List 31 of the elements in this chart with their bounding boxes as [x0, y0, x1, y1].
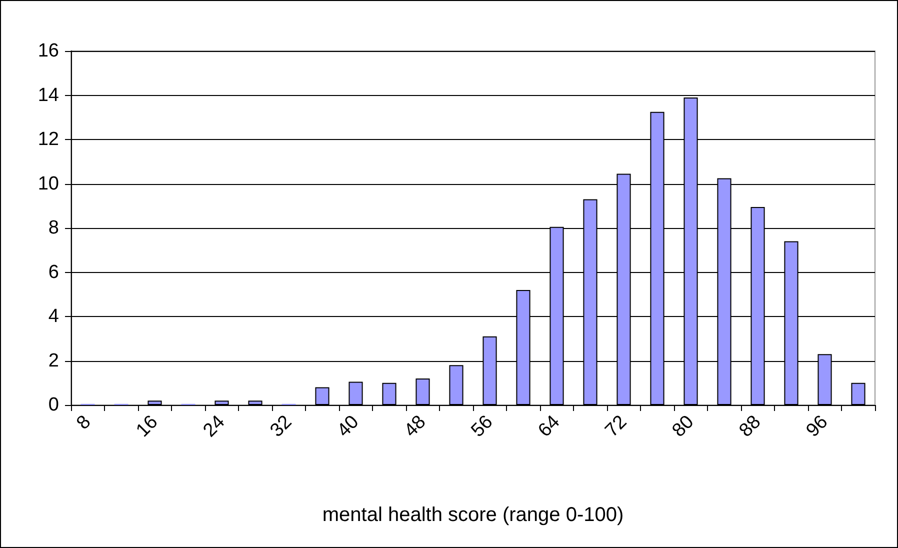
y-tick-label: 14 [38, 84, 60, 106]
x-axis-title: mental health score (range 0-100) [322, 504, 624, 526]
y-tick-label: 2 [48, 350, 59, 372]
x-tick-label: 64 [534, 412, 564, 442]
x-tick-label: 56 [467, 412, 498, 442]
bar [449, 365, 464, 405]
bar [382, 382, 396, 405]
bar [416, 378, 430, 405]
y-tick-label: 16 [38, 40, 59, 62]
y-tick-label: 4 [48, 306, 60, 327]
x-tick-label: 32 [266, 412, 296, 442]
bar [148, 400, 162, 405]
x-tick-label: 40 [333, 412, 364, 442]
y-tick-label: 12 [38, 129, 59, 150]
bar [315, 387, 330, 405]
y-tick-label: 6 [48, 262, 59, 283]
x-tick-label: 8 [72, 412, 96, 434]
bar [851, 382, 866, 405]
x-tick-label: 72 [601, 412, 632, 442]
x-tick-label: 80 [668, 412, 698, 442]
x-tick-label: 88 [735, 412, 766, 442]
bar [348, 382, 363, 405]
y-tick-label: 0 [48, 394, 59, 416]
y-tick-label: 10 [38, 173, 59, 194]
x-tick-label: 48 [400, 412, 430, 442]
x-tick-label: 96 [802, 412, 832, 442]
x-tick-label: 24 [199, 412, 230, 442]
bar [214, 400, 229, 405]
y-tick-label: 8 [48, 218, 59, 238]
x-tick-label: 16 [132, 412, 162, 442]
bar [248, 400, 262, 405]
